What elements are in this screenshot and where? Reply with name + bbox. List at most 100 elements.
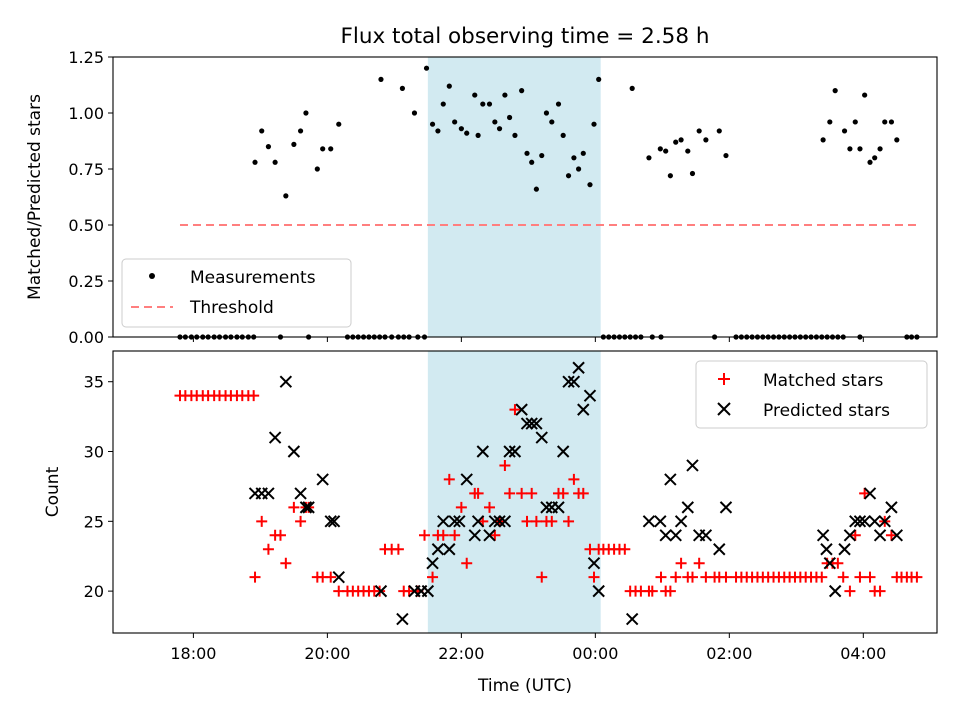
predicted-star-point bbox=[316, 473, 329, 486]
matched-star-point bbox=[588, 571, 600, 583]
bottom-x-tick-label: 00:00 bbox=[572, 644, 618, 663]
measurement-point bbox=[841, 128, 848, 134]
matched-star-point bbox=[427, 571, 439, 583]
matched-star-point bbox=[670, 571, 682, 583]
predicted-star-point bbox=[878, 515, 891, 528]
predicted-star-point bbox=[890, 529, 904, 542]
measurement-point bbox=[847, 146, 853, 152]
predicted-star-point bbox=[843, 529, 857, 542]
measurement-point bbox=[475, 132, 481, 138]
bottom-x-tick-label: 22:00 bbox=[438, 644, 484, 663]
predicted-star-point bbox=[838, 543, 851, 556]
predicted-star-point bbox=[556, 445, 570, 458]
predicted-star-point bbox=[577, 403, 590, 416]
matched-star-point bbox=[461, 557, 473, 569]
predicted-star-point bbox=[659, 529, 672, 542]
predicted-star-point bbox=[674, 515, 688, 528]
predicted-star-point bbox=[540, 501, 553, 514]
predicted-star-point bbox=[515, 403, 528, 416]
predicted-star-point bbox=[498, 515, 512, 528]
chart-title: Flux total observing time = 2.58 h bbox=[341, 24, 710, 49]
matched-star-point bbox=[864, 571, 876, 583]
predicted-star-point bbox=[823, 556, 837, 570]
measurement-point bbox=[827, 119, 833, 125]
matched-star-point bbox=[419, 529, 431, 541]
matched-star-point bbox=[911, 571, 923, 583]
predicted-star-point bbox=[476, 445, 490, 458]
predicted-star-point bbox=[396, 612, 409, 626]
predicted-star-point bbox=[287, 445, 301, 458]
measurement-point bbox=[560, 132, 566, 138]
measurement-point bbox=[591, 121, 597, 127]
predicted-star-point bbox=[468, 529, 481, 542]
predicted-star-point bbox=[525, 417, 538, 430]
measurement-point bbox=[291, 141, 297, 147]
predicted-star-point bbox=[324, 515, 337, 528]
predicted-star-point bbox=[858, 515, 871, 528]
bottom-y-axis-label: Count bbox=[43, 466, 63, 517]
measurement-point bbox=[512, 132, 518, 138]
measurement-point bbox=[336, 121, 342, 127]
predicted-star-point bbox=[654, 515, 667, 528]
predicted-star-point bbox=[294, 487, 307, 500]
matched-star-point bbox=[563, 515, 575, 527]
predicted-star-point bbox=[437, 515, 450, 528]
matched-star-point bbox=[664, 585, 676, 597]
matched-star-point bbox=[325, 571, 337, 583]
top-y-tick-label: 0.75 bbox=[68, 160, 104, 179]
legend-predicted-label: Predicted stars bbox=[763, 401, 890, 421]
matched-star-point bbox=[816, 571, 828, 583]
predicted-star-point bbox=[816, 529, 830, 542]
matched-star-point bbox=[837, 571, 849, 583]
top-legend: Measurements Threshold bbox=[121, 258, 352, 328]
predicted-star-point bbox=[713, 543, 726, 556]
bottom-highlight-span bbox=[427, 351, 601, 633]
bottom-legend-box bbox=[695, 360, 928, 429]
measurement-point bbox=[259, 128, 265, 134]
measurement-point bbox=[252, 159, 258, 165]
matched-star-point bbox=[844, 585, 856, 597]
matched-star-point bbox=[854, 571, 866, 583]
predicted-star-point bbox=[460, 473, 473, 486]
predicted-star-point bbox=[828, 584, 842, 598]
measurement-point bbox=[458, 126, 464, 132]
predicted-star-point bbox=[262, 487, 275, 500]
matched-star-point bbox=[489, 529, 501, 541]
predicted-star-point bbox=[686, 459, 699, 472]
predicted-star-point bbox=[443, 543, 456, 556]
top-legend-box bbox=[121, 258, 352, 328]
predicted-star-point bbox=[849, 515, 862, 528]
measurement-point bbox=[297, 128, 304, 134]
matched-star-point bbox=[885, 529, 897, 541]
predicted-star-point bbox=[431, 543, 445, 556]
predicted-star-point bbox=[327, 515, 341, 528]
legend-measurements-label: Measurements bbox=[190, 268, 316, 288]
measurement-point bbox=[689, 170, 696, 177]
predicted-star-point bbox=[699, 529, 713, 542]
bottom-legend: Matched stars Predicted stars bbox=[695, 360, 928, 429]
predicted-star-point bbox=[681, 501, 694, 514]
measurement-point bbox=[565, 173, 572, 179]
matched-star-point bbox=[472, 487, 484, 499]
predicted-star-point bbox=[885, 501, 898, 514]
predicted-star-point bbox=[587, 556, 601, 570]
measurement-point bbox=[452, 119, 458, 125]
measurement-point bbox=[571, 155, 577, 161]
matched-star-point bbox=[693, 557, 705, 569]
measurement-point bbox=[882, 119, 888, 125]
predicted-star-point bbox=[332, 570, 345, 584]
predicted-star-point bbox=[625, 612, 639, 626]
matched-star-point bbox=[526, 487, 538, 499]
legend-measurements-marker bbox=[149, 273, 155, 279]
matched-star-point bbox=[483, 501, 495, 513]
predicted-star-point bbox=[374, 584, 388, 598]
matched-star-point bbox=[568, 473, 580, 485]
matched-star-point bbox=[392, 543, 404, 555]
matched-star-point bbox=[530, 515, 542, 527]
predicted-star-point bbox=[820, 543, 833, 556]
matched-star-point bbox=[256, 515, 268, 527]
bottom-x-ticks: 18:00 20:00 22:00 00:00 02:00 04:00 bbox=[170, 633, 886, 663]
matched-star-point bbox=[859, 487, 871, 499]
measurement-point bbox=[685, 148, 691, 154]
